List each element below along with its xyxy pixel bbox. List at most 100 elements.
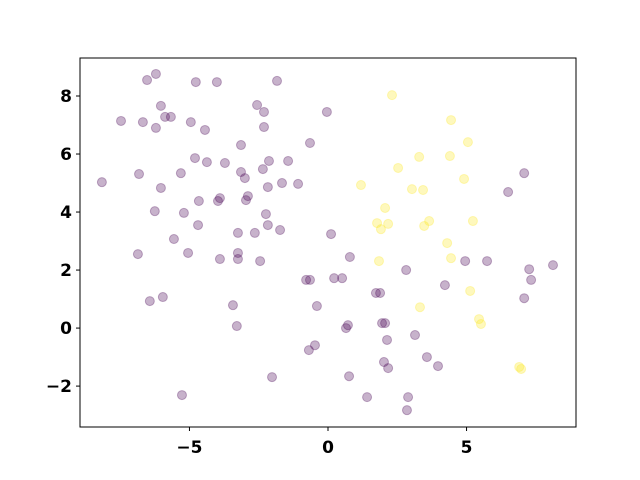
- point: [372, 218, 383, 229]
- point: [309, 340, 320, 351]
- point: [240, 195, 251, 206]
- point: [446, 253, 457, 264]
- point: [219, 158, 230, 169]
- point: [175, 168, 186, 179]
- point: [344, 252, 355, 263]
- point: [231, 321, 242, 332]
- point: [410, 330, 421, 341]
- point: [548, 260, 559, 271]
- point: [482, 256, 493, 267]
- point: [150, 122, 161, 133]
- point: [235, 140, 246, 151]
- point: [262, 220, 273, 231]
- point: [137, 117, 148, 128]
- point: [235, 167, 246, 178]
- point: [168, 234, 179, 245]
- point: [519, 293, 530, 304]
- point: [304, 274, 315, 285]
- point: [258, 122, 269, 133]
- point: [321, 106, 332, 117]
- point: [380, 318, 391, 329]
- point: [249, 227, 260, 238]
- point: [370, 287, 381, 298]
- point: [465, 285, 476, 296]
- point: [341, 323, 352, 334]
- point: [337, 273, 348, 284]
- point: [214, 254, 225, 265]
- point: [326, 229, 337, 240]
- point: [132, 249, 143, 260]
- point: [277, 178, 288, 189]
- point: [375, 224, 386, 235]
- point: [459, 173, 470, 184]
- x-tick-label: 0: [322, 438, 334, 458]
- point: [419, 220, 430, 231]
- point: [383, 363, 394, 374]
- point: [401, 405, 412, 416]
- point: [526, 274, 537, 285]
- point: [157, 292, 168, 303]
- point: [199, 124, 210, 135]
- point: [283, 155, 294, 166]
- point: [439, 280, 450, 291]
- point: [149, 206, 160, 217]
- point: [165, 111, 176, 122]
- point: [406, 184, 417, 195]
- point: [178, 207, 189, 218]
- point: [255, 256, 266, 267]
- point: [160, 111, 171, 122]
- point: [232, 227, 243, 238]
- y-tick-label: −2: [46, 377, 72, 397]
- y-tick-label: 4: [60, 203, 72, 223]
- point: [183, 247, 194, 258]
- point: [444, 151, 455, 162]
- point: [344, 371, 355, 382]
- point: [134, 169, 145, 180]
- point: [401, 265, 412, 276]
- point: [311, 301, 322, 312]
- y-tick-label: 6: [60, 145, 72, 165]
- point: [155, 182, 166, 193]
- point: [155, 100, 166, 111]
- point: [373, 256, 384, 267]
- point: [380, 202, 391, 213]
- point: [201, 157, 212, 168]
- point: [519, 168, 530, 179]
- point: [462, 137, 473, 148]
- point: [516, 363, 527, 374]
- point: [424, 216, 435, 227]
- point: [189, 153, 200, 164]
- point: [267, 372, 278, 383]
- point: [193, 196, 204, 207]
- point: [263, 155, 274, 166]
- x-tick-label: −5: [176, 438, 202, 458]
- point: [212, 196, 223, 207]
- point: [355, 180, 366, 191]
- point: [329, 273, 340, 284]
- point: [524, 264, 535, 275]
- point: [227, 300, 238, 311]
- point: [377, 318, 388, 329]
- point: [446, 115, 457, 126]
- point: [414, 151, 425, 162]
- point: [378, 357, 389, 368]
- point: [239, 173, 250, 184]
- point: [262, 182, 273, 193]
- point: [382, 334, 393, 345]
- point: [342, 320, 353, 331]
- point: [193, 220, 204, 231]
- point: [258, 106, 269, 117]
- point: [144, 296, 155, 307]
- point: [150, 68, 161, 79]
- point: [116, 115, 127, 126]
- point: [514, 361, 525, 372]
- point: [275, 225, 286, 236]
- point: [211, 77, 222, 88]
- y-tick-label: 8: [60, 87, 72, 107]
- point: [460, 256, 471, 267]
- point: [475, 319, 486, 330]
- point: [142, 75, 153, 86]
- point: [232, 254, 243, 265]
